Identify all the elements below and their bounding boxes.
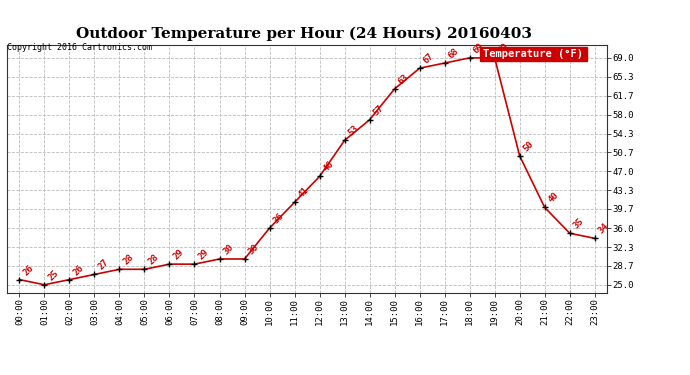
- Text: 40: 40: [546, 191, 561, 205]
- Text: Copyright 2016 Cartronics.com: Copyright 2016 Cartronics.com: [7, 43, 152, 52]
- Text: 57: 57: [372, 103, 386, 117]
- Text: 26: 26: [72, 263, 86, 277]
- Text: 26: 26: [21, 263, 35, 277]
- Text: 25: 25: [46, 268, 61, 282]
- Text: 53: 53: [346, 124, 361, 138]
- Text: 68: 68: [446, 46, 461, 60]
- Text: 36: 36: [272, 211, 286, 225]
- Text: 46: 46: [322, 160, 335, 174]
- Text: 30: 30: [246, 243, 261, 256]
- FancyBboxPatch shape: [480, 46, 587, 61]
- Text: 41: 41: [297, 186, 310, 200]
- Text: 69: 69: [497, 41, 511, 56]
- Text: 28: 28: [146, 253, 161, 267]
- Text: Temperature (°F): Temperature (°F): [484, 49, 584, 59]
- Text: 50: 50: [522, 140, 535, 153]
- Text: 27: 27: [97, 258, 110, 272]
- Text: 63: 63: [397, 72, 411, 86]
- Text: 35: 35: [572, 217, 586, 231]
- Text: 29: 29: [197, 248, 210, 262]
- Text: 28: 28: [121, 253, 135, 267]
- Text: Outdoor Temperature per Hour (24 Hours) 20160403: Outdoor Temperature per Hour (24 Hours) …: [76, 26, 531, 40]
- Text: 67: 67: [422, 52, 435, 66]
- Text: 29: 29: [172, 248, 186, 262]
- Text: 30: 30: [221, 243, 235, 256]
- Text: 34: 34: [597, 222, 611, 236]
- Text: 69: 69: [472, 41, 486, 56]
